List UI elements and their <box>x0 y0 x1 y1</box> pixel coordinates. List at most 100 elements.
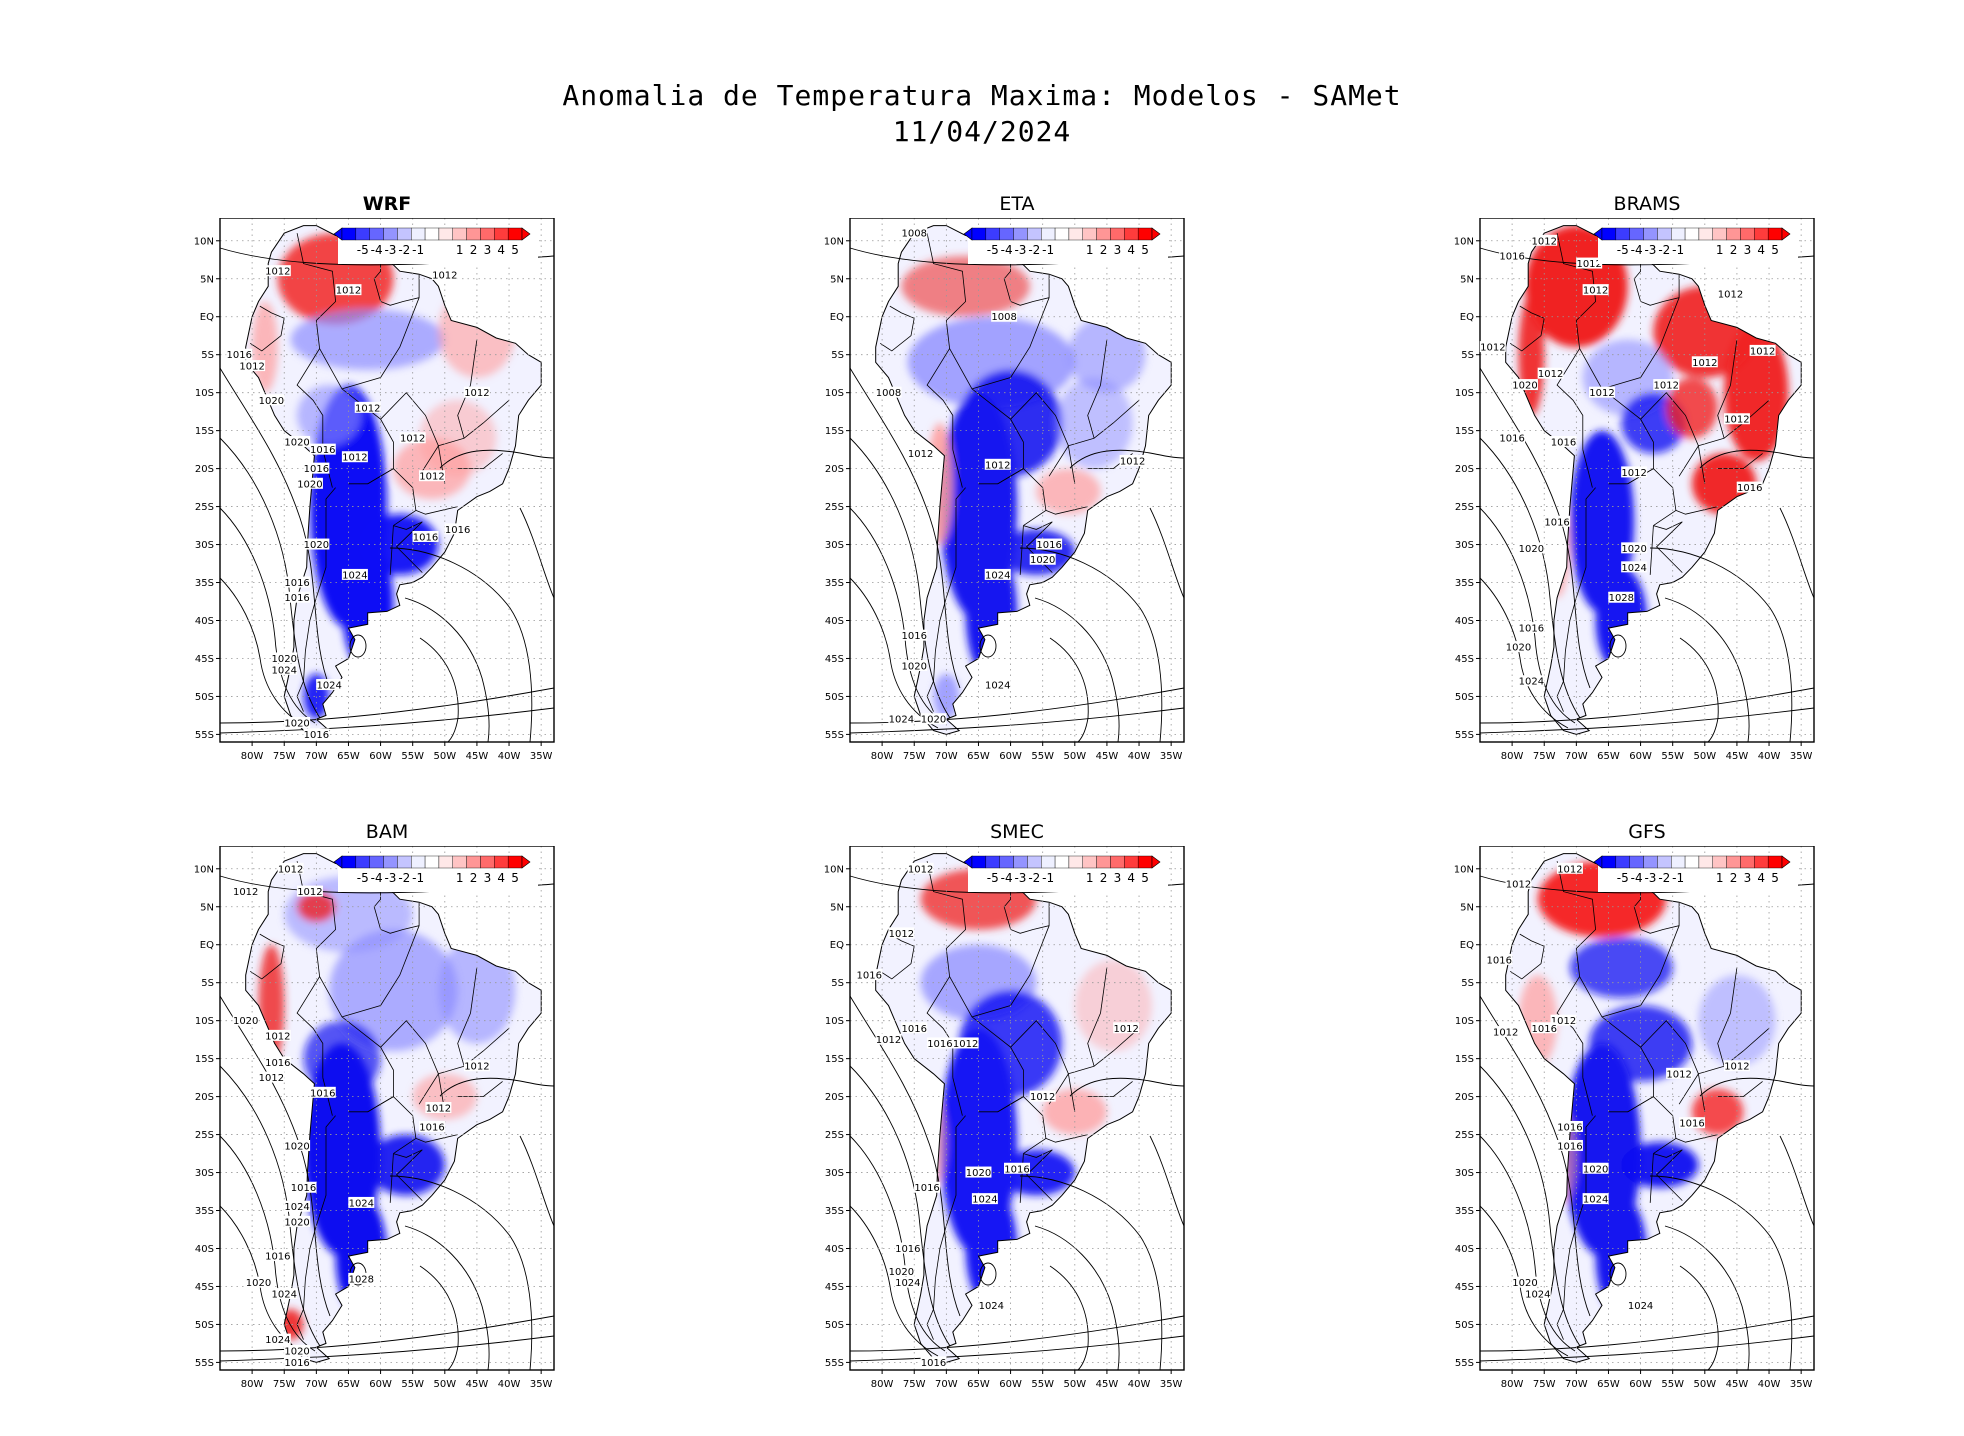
lat-tick-label: 40S <box>1455 1244 1474 1255</box>
colorbar-label: -1 <box>1042 243 1054 257</box>
isobar-label: 1012 <box>265 267 290 278</box>
lon-tick-label: 55W <box>1661 1379 1684 1390</box>
lon-tick-label: 50W <box>433 1379 456 1390</box>
colorbar-label: -5 <box>987 871 999 885</box>
isobar-label: 1016 <box>265 1058 290 1069</box>
lon-tick-label: 60W <box>369 751 392 762</box>
colorbar: -5 -4 -3 -2 -1 1 2 3 4 5 <box>333 226 538 264</box>
isobar-label: 1012 <box>1621 468 1646 479</box>
isobar-label: 1024 <box>985 681 1010 692</box>
lon-tick-label: 50W <box>1693 751 1716 762</box>
lat-tick-label: EQ <box>830 312 844 323</box>
lat-tick-label: 5S <box>1461 350 1474 361</box>
colorbar-label: -2 <box>1028 871 1040 885</box>
lon-tick-label: 65W <box>1597 751 1620 762</box>
lat-tick-label: 25S <box>1455 1130 1474 1141</box>
lon-tick-label: 40W <box>1128 1379 1151 1390</box>
isobar-label: 1008 <box>876 388 901 399</box>
lat-tick-label: 30S <box>1455 1168 1474 1179</box>
isobar-label: 1016 <box>1544 517 1569 528</box>
lat-tick-label: 50S <box>1455 1320 1474 1331</box>
anomaly-map: 10N 5N EQ 5S 10S 15S 20S 25S 30S 35S 40S 45S 50S 55S 8… <box>194 218 555 762</box>
lat-tick-label: 45S <box>1455 1282 1474 1293</box>
colorbar-label: 5 <box>1771 871 1779 885</box>
colorbar-label: 4 <box>1127 871 1135 885</box>
colorbar-label: 2 <box>470 243 478 257</box>
isobar-label: 1020 <box>966 1168 991 1179</box>
lon-tick-label: 45W <box>466 751 489 762</box>
figure-title: Anomalia de Temperatura Maxima: Modelos … <box>0 78 1964 150</box>
lat-tick-label: 40S <box>1455 616 1474 627</box>
isobar-label: 1024 <box>342 570 367 581</box>
lat-tick-label: 45S <box>825 654 844 665</box>
isobar-label: 1016 <box>902 631 927 642</box>
isobar-label: 1012 <box>889 929 914 940</box>
panel-title: SMEC <box>990 821 1044 843</box>
lat-tick-label: 5N <box>200 902 214 913</box>
isobar-label: 1016 <box>1557 1122 1582 1133</box>
isobar-label: 1012 <box>233 887 258 898</box>
isobar-label: 1024 <box>284 1202 309 1213</box>
lon-tick-label: 55W <box>1661 751 1684 762</box>
colorbar-label: -4 <box>1001 243 1013 257</box>
isobar-label: 1012 <box>1583 286 1608 297</box>
lat-tick-label: 25S <box>825 1130 844 1141</box>
isobar-label: 1020 <box>304 540 329 551</box>
lon-tick-label: 60W <box>1629 751 1652 762</box>
isobar-label: 1024 <box>349 1198 374 1209</box>
isobar-label: 1016 <box>304 464 329 475</box>
isobar-label: 1016 <box>1499 434 1524 445</box>
isobar-label: 1020 <box>246 1278 271 1289</box>
isobar-label: 1016 <box>857 971 882 982</box>
isobar-label: 1024 <box>895 1278 920 1289</box>
isobar-label: 1016 <box>284 593 309 604</box>
lon-tick-label: 75W <box>273 751 296 762</box>
colorbar-label: -2 <box>1028 243 1040 257</box>
map-panel-wrf: WRF 10N 5N EQ 5S 10S 15S 20S 25S 30S 35S 40S 45S 50S 5… <box>190 192 555 777</box>
lon-tick-label: 50W <box>1063 751 1086 762</box>
lat-tick-label: 5S <box>1461 978 1474 989</box>
isobar-label: 1012 <box>1557 864 1582 875</box>
lat-tick-label: 20S <box>1455 464 1474 475</box>
lat-tick-label: 15S <box>825 426 844 437</box>
panel-title: BAM <box>365 821 409 843</box>
lat-tick-label: 20S <box>825 464 844 475</box>
colorbar-label: -1 <box>1672 871 1684 885</box>
colorbar-label: 1 <box>456 243 464 257</box>
lat-tick-label: 35S <box>1455 1206 1474 1217</box>
lat-tick-label: 15S <box>195 1054 214 1065</box>
lat-tick-label: 10N <box>824 864 844 875</box>
isobar-label: 1012 <box>265 1031 290 1042</box>
lat-tick-label: 30S <box>1455 540 1474 551</box>
colorbar-label: -4 <box>1631 243 1643 257</box>
figure-title-line1: Anomalia de Temperatura Maxima: Modelos … <box>562 79 1402 112</box>
lat-tick-label: 10S <box>1455 1016 1474 1027</box>
isobar-label: 1012 <box>400 434 425 445</box>
map-panel-gfs: GFS 10N 5N EQ 5S 10S 15S 20S 25S 30S 35S 40S 45S 50S 5… <box>1450 820 1815 1405</box>
lat-tick-label: 10N <box>824 236 844 247</box>
isobar-label: 1016 <box>227 350 252 361</box>
colorbar-label: 4 <box>497 871 505 885</box>
colorbar-label: 2 <box>1730 871 1738 885</box>
lat-tick-label: 45S <box>1455 654 1474 665</box>
isobar-label: 1016 <box>895 1244 920 1255</box>
isobar-label: 1012 <box>985 460 1010 471</box>
lon-tick-label: 65W <box>967 1379 990 1390</box>
isobar-label: 1016 <box>284 1358 309 1369</box>
isobar-label: 1012 <box>1718 289 1743 300</box>
cool-anomaly-area <box>290 309 445 370</box>
lon-tick-label: 80W <box>241 751 264 762</box>
lon-tick-label: 45W <box>1726 751 1749 762</box>
lon-tick-label: 70W <box>1565 751 1588 762</box>
lat-tick-label: 10N <box>194 236 214 247</box>
lon-tick-label: 80W <box>1501 751 1524 762</box>
lat-tick-label: 20S <box>195 464 214 475</box>
isobar-label: 1012 <box>1538 369 1563 380</box>
lat-tick-label: 50S <box>825 1320 844 1331</box>
isobar-label: 1020 <box>272 654 297 665</box>
colorbar-label: -3 <box>384 871 396 885</box>
colorbar-label: 3 <box>1744 243 1752 257</box>
isobar-label: 1012 <box>464 388 489 399</box>
lon-tick-label: 40W <box>1128 751 1151 762</box>
map-panel-eta: ETA 10N 5N EQ 5S 10S 15S 20S 25S 30S 35S 40S 45S 50S 5… <box>820 192 1185 777</box>
